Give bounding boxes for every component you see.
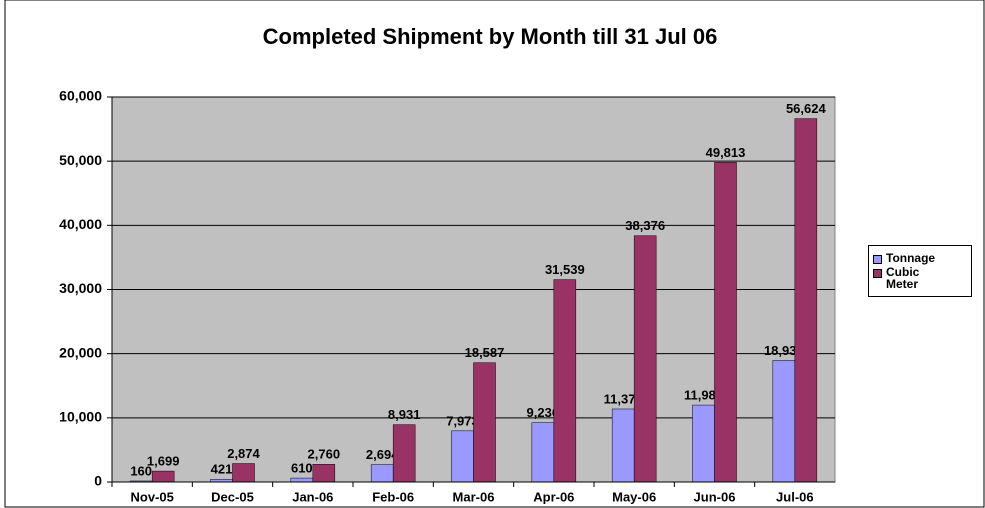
legend-swatch [873,269,882,278]
bar [312,464,336,483]
legend-item: Cubic Meter [873,266,971,290]
y-tick-label: 60,000 [59,88,102,104]
bar [794,118,818,483]
bar [772,360,796,483]
data-label: 31,539 [545,262,585,277]
data-label: 18,587 [465,345,505,360]
y-tick-label: 10,000 [59,409,102,425]
data-label: 610 [291,461,313,476]
y-tick-label: 50,000 [59,152,102,168]
data-label: 56,624 [786,101,827,116]
data-label: 8,931 [388,407,421,422]
legend-label: Cubic Meter [886,265,920,291]
data-label: 38,376 [625,218,665,233]
x-tick-label: Mar-06 [453,489,495,504]
data-label: 18,938 [764,343,804,358]
x-tick-label: Dec-05 [211,489,254,504]
legend: Tonnage Cubic Meter [868,245,972,297]
bar [370,464,394,483]
bar [692,404,715,483]
x-tick-label: Jan-06 [292,489,333,504]
legend-item: Tonnage [873,252,971,264]
x-tick-label: Jun-06 [694,489,736,504]
x-tick-label: Apr-06 [533,489,574,504]
bar [531,422,555,483]
bar [151,470,175,483]
x-tick-label: Jul-06 [776,489,814,504]
x-tick-label: Feb-06 [372,489,414,504]
x-tick-label: May-06 [612,489,656,504]
data-label: 160 [130,463,152,478]
data-label: 1,699 [147,454,180,469]
x-tick-label: Nov-05 [130,489,173,504]
bar [232,463,255,483]
y-tick-label: 20,000 [59,344,102,360]
legend-label: Tonnage [886,251,936,265]
bar [714,162,737,483]
data-label: 2,760 [308,447,341,462]
y-tick-label: 40,000 [59,216,102,232]
data-label: 2,874 [227,446,260,461]
bar [633,235,657,483]
data-label: 2,694 [366,447,399,462]
bar [290,477,314,483]
bar [553,279,577,483]
chart-border [4,0,985,508]
data-label: 9,236 [527,405,560,420]
chart-title: Completed Shipment by Month till 31 Jul … [263,24,718,49]
bar [473,362,496,483]
y-tick-label: 30,000 [59,280,102,296]
data-label: 11,379 [604,391,643,406]
y-tick-label: 0 [94,473,102,489]
bar [611,408,635,483]
data-label: 11,989 [684,388,723,403]
legend-swatch [873,255,882,264]
data-label: 421 [211,462,233,477]
data-label: 7,973 [446,413,479,428]
bar [451,430,474,483]
bar [392,424,416,483]
data-label: 49,813 [706,145,746,160]
